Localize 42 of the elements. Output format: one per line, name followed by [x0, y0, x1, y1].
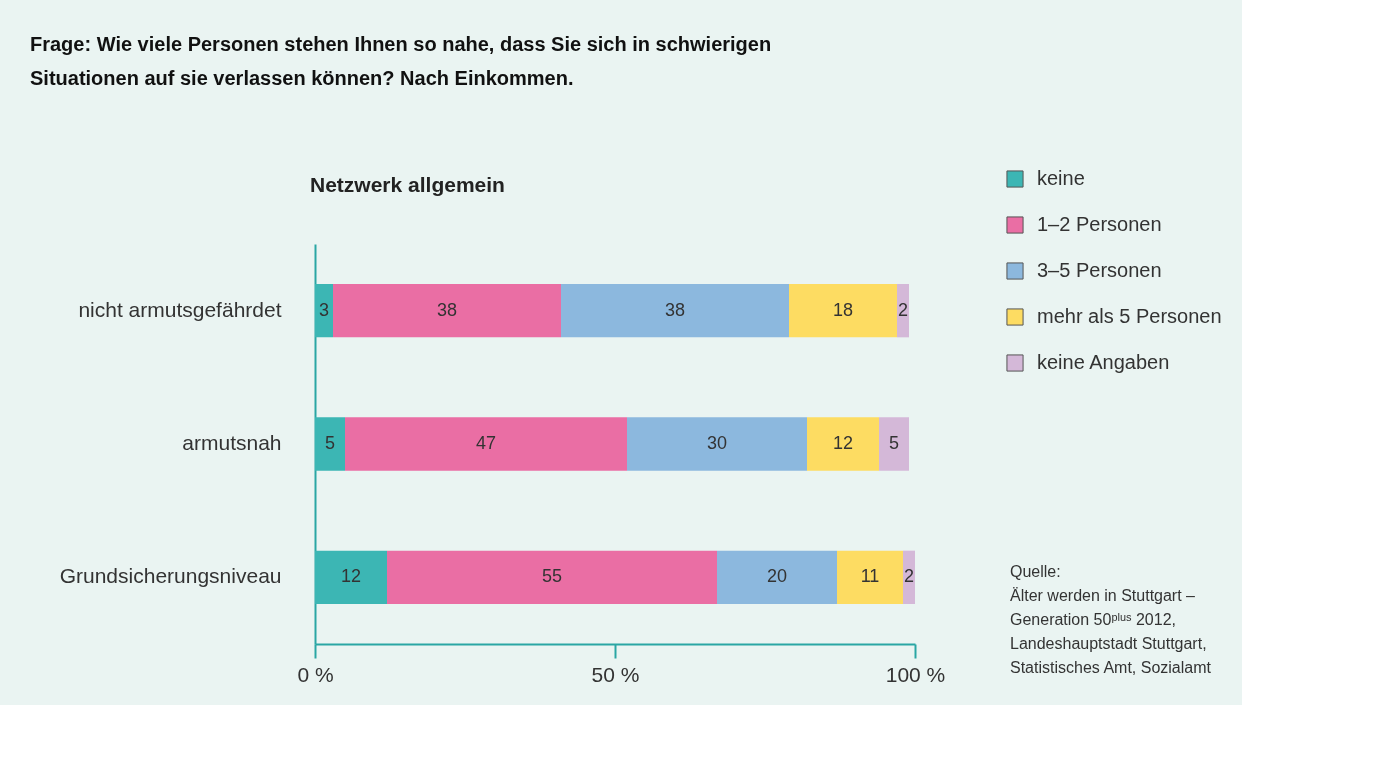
bar	[837, 550, 903, 604]
x-tick-label: 0 %	[297, 662, 334, 686]
bar	[315, 284, 333, 338]
bar	[717, 550, 837, 604]
legend-label: keine	[1037, 167, 1085, 189]
data-label: 3	[318, 299, 330, 320]
legend-label: 1–2 Personen	[1037, 213, 1162, 235]
y-tick-label: armutsnah	[182, 431, 282, 454]
bar	[315, 417, 345, 471]
chart-subtitle: Netzwerk allgemein	[310, 173, 505, 196]
data-label: 55	[541, 566, 563, 587]
data-label: 5	[888, 433, 900, 453]
data-label: 12	[340, 566, 362, 587]
data-label: 12	[832, 433, 854, 453]
y-tick-label: nicht armutsgefährdet	[78, 297, 282, 321]
bar	[879, 417, 909, 471]
data-label: 18	[832, 299, 854, 320]
bar	[627, 417, 807, 471]
x-tick-label: 100 %	[885, 662, 946, 686]
source-note: Quelle: Älter werden in Stuttgart – Generation 50ᵖˡᵘˢ 2012, Landeshauptstadt Stuttgart, Statistisches Amt, Sozialamt	[1010, 563, 1212, 676]
data-label: 5	[324, 433, 336, 453]
legend-label: mehr als 5 Personen	[1037, 305, 1222, 327]
data-label: 47	[475, 433, 497, 453]
data-label: 38	[436, 299, 458, 320]
y-tick-label: Grundsicherungsniveau	[59, 564, 282, 588]
legend-label: keine Angaben	[1037, 351, 1170, 373]
bar	[315, 550, 387, 604]
bar	[807, 417, 879, 471]
x-tick-label: 50 %	[591, 662, 640, 686]
data-label: 20	[766, 566, 788, 587]
data-label: 11	[860, 566, 880, 587]
bar	[387, 550, 717, 604]
bar	[561, 284, 789, 338]
data-label: 30	[706, 433, 728, 453]
chart-title: Frage: Wie viele Personen stehen Ihnen so nahe, dass Sie sich in schwierigen Situationen auf sie verlassen können? Nach Einkommen.	[30, 33, 772, 89]
legend-label: 3–5 Personen	[1037, 259, 1162, 281]
bar	[789, 284, 897, 338]
data-label: 2	[903, 566, 915, 587]
bar	[345, 417, 627, 471]
data-label: 2	[897, 299, 909, 320]
data-label: 38	[664, 299, 686, 320]
bar	[333, 284, 561, 338]
